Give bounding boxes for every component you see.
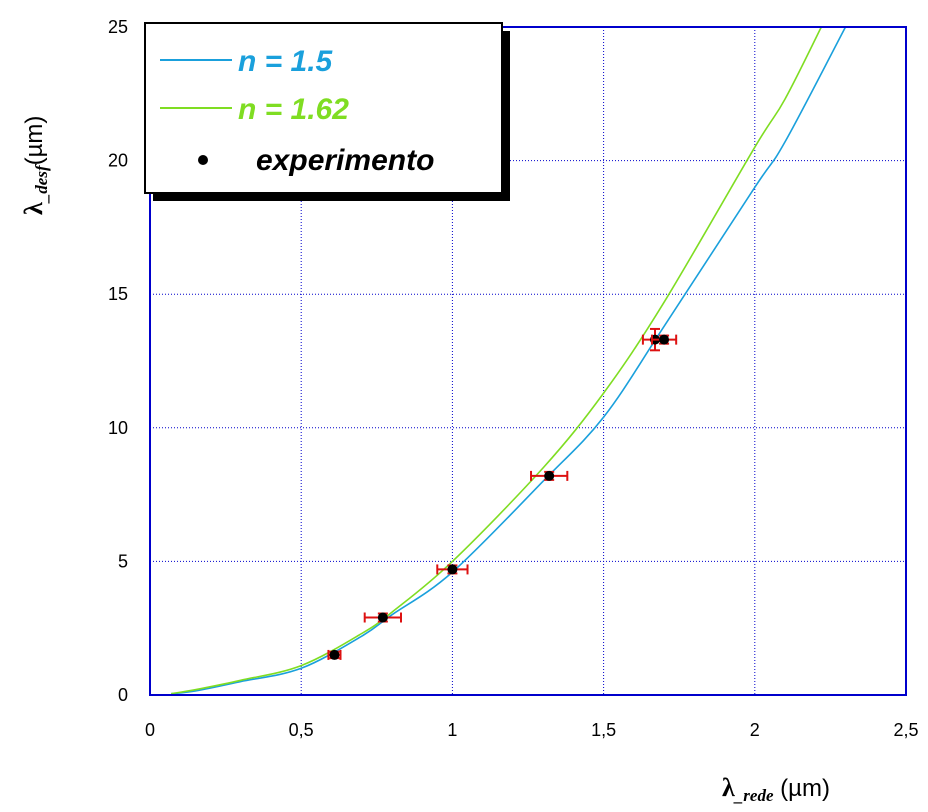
- series-line-n162: [171, 26, 823, 695]
- x-tick-label: 1,5: [591, 720, 616, 740]
- y-tick-label: 20: [108, 151, 128, 171]
- data-point: [436, 564, 469, 575]
- experiment-points: [327, 327, 678, 660]
- x-tick-label: 2: [750, 720, 760, 740]
- x-tick-labels: 0 0,5 1 1,5 2 2,5: [145, 720, 919, 740]
- series-lines: [171, 26, 847, 695]
- series-line-n15: [171, 26, 847, 695]
- legend-label-n15: n = 1.5: [238, 45, 334, 78]
- y-axis-symbol: λ: [19, 202, 48, 215]
- legend-label-experimento: experimento: [256, 144, 434, 177]
- y-tick-label: 5: [118, 551, 128, 571]
- data-point: [363, 612, 402, 623]
- y-tick-label: 25: [108, 17, 128, 37]
- data-point-marker: [544, 470, 555, 481]
- y-tick-label: 10: [108, 418, 128, 438]
- data-point: [650, 334, 678, 345]
- data-point-marker: [377, 612, 388, 623]
- x-axis-title: λ_rede (µm): [722, 773, 830, 805]
- legend: n = 1.5 n = 1.62 experimento: [144, 22, 510, 201]
- data-point-marker: [329, 649, 340, 660]
- y-tick-label: 15: [108, 284, 128, 304]
- y-tick-label: 0: [118, 685, 128, 705]
- x-axis-symbol: λ: [722, 773, 735, 802]
- data-point: [530, 470, 569, 481]
- y-axis-title: λ_desf(µm): [19, 116, 51, 215]
- y-axis-unit: (µm): [21, 116, 48, 166]
- y-tick-labels: 0 5 10 15 20 25: [108, 17, 128, 705]
- data-point-marker: [447, 564, 458, 575]
- legend-marker-experimento: [198, 155, 208, 165]
- x-tick-label: 2,5: [893, 720, 918, 740]
- x-axis-unit: (µm): [774, 775, 830, 802]
- y-axis-subscript: _desf: [32, 163, 51, 204]
- x-tick-label: 0,5: [289, 720, 314, 740]
- data-point-marker: [659, 334, 670, 345]
- data-point: [327, 649, 342, 660]
- plot-frame: [149, 26, 907, 696]
- x-tick-label: 1: [447, 720, 457, 740]
- legend-label-n162: n = 1.62: [238, 93, 349, 126]
- x-tick-label: 0: [145, 720, 155, 740]
- x-axis-subscript: _rede: [733, 786, 774, 805]
